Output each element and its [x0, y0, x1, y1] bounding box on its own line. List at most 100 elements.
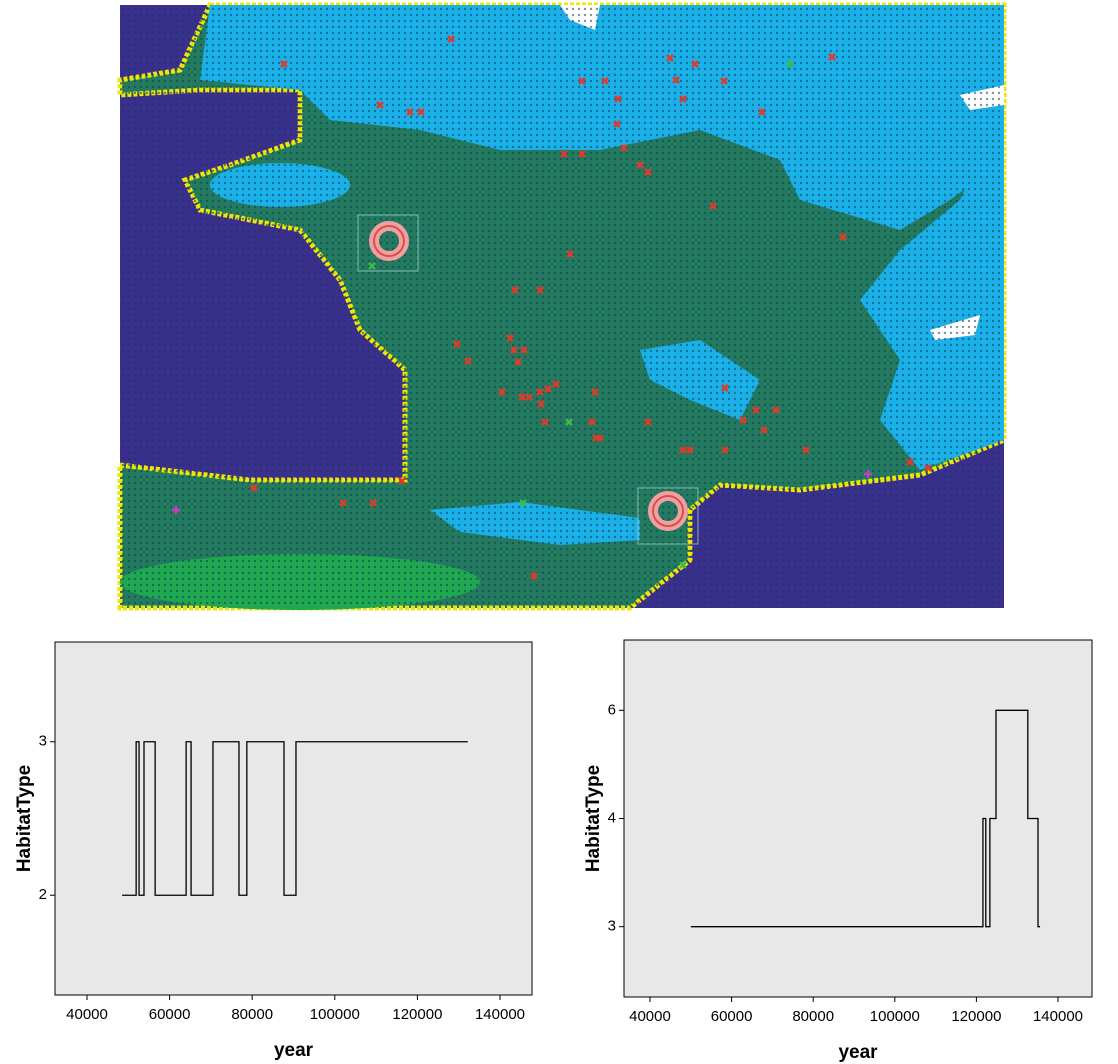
marker [565, 418, 573, 426]
marker [525, 393, 533, 401]
marker [906, 458, 914, 466]
marker [578, 77, 586, 85]
marker [544, 385, 552, 393]
marker [786, 60, 794, 68]
site-frame [637, 487, 699, 545]
marker [644, 168, 652, 176]
x-tick-label: 100000 [870, 1008, 920, 1025]
y-tick-label: 3 [39, 733, 47, 750]
marker [601, 77, 609, 85]
marker [636, 161, 644, 169]
marker [720, 77, 728, 85]
marker [672, 76, 680, 84]
x-axis-title: year [838, 1042, 878, 1063]
x-axis-title: year [274, 1040, 314, 1061]
marker [588, 418, 596, 426]
marker [828, 53, 836, 61]
plot-area [54, 641, 533, 996]
site-ring-edge [652, 495, 684, 527]
y-tick-label: 6 [608, 701, 616, 718]
y-axis-title: HabitatType [14, 765, 35, 872]
marker [644, 418, 652, 426]
marker [709, 202, 717, 210]
marker [339, 499, 347, 507]
marker [518, 393, 526, 401]
marker [839, 233, 847, 241]
marker [536, 388, 544, 396]
markers [172, 35, 932, 580]
x-tick-label: 100000 [310, 1006, 360, 1023]
map [117, 2, 1007, 611]
marker [596, 434, 604, 442]
site-frame [357, 214, 419, 272]
marker [250, 484, 258, 492]
marker [613, 120, 621, 128]
marker [566, 250, 574, 258]
x-tick-label: 40000 [629, 1008, 671, 1025]
marker [802, 446, 810, 454]
marker [514, 358, 522, 366]
marker [721, 446, 729, 454]
marker [924, 464, 932, 472]
marker [739, 416, 747, 424]
y-tick-label: 3 [608, 918, 616, 935]
marker [537, 400, 545, 408]
step-line [122, 741, 468, 896]
marker [506, 334, 514, 342]
marker [447, 35, 455, 43]
marker [406, 108, 414, 116]
marker [530, 572, 538, 580]
marker [464, 357, 472, 365]
marker [591, 388, 599, 396]
marker [368, 262, 376, 270]
marker [578, 150, 586, 158]
marker [772, 406, 780, 414]
x-tick-label: 60000 [711, 1008, 753, 1025]
x-tick-label: 140000 [475, 1006, 525, 1023]
marker [620, 144, 628, 152]
x-tick-label: 80000 [231, 1006, 273, 1023]
marker [679, 561, 687, 569]
marker [666, 54, 674, 62]
y-tick-label: 4 [608, 809, 616, 826]
marker [864, 470, 872, 478]
marker [679, 446, 687, 454]
marker [536, 286, 544, 294]
marker [691, 60, 699, 68]
marker [679, 95, 687, 103]
marker [172, 506, 180, 514]
marker [752, 406, 760, 414]
marker [560, 150, 568, 158]
marker [614, 95, 622, 103]
chart: 40000 60000 80000 100000 120000 140000 3 4 6 year… [583, 639, 1093, 1063]
site-ring-edge [373, 225, 405, 257]
marker [369, 499, 377, 507]
marker [520, 346, 528, 354]
marker [541, 418, 549, 426]
marker [510, 346, 518, 354]
x-tick-label: 40000 [66, 1006, 108, 1023]
marker [280, 60, 288, 68]
y-axis-title: HabitatType [583, 765, 604, 872]
x-tick-label: 120000 [392, 1006, 442, 1023]
marker [519, 499, 527, 507]
marker [686, 446, 694, 454]
marker [721, 384, 729, 392]
y-tick-label: 2 [39, 886, 47, 903]
marker [511, 286, 519, 294]
x-tick-label: 140000 [1033, 1008, 1083, 1025]
marker [453, 340, 461, 348]
x-tick-label: 80000 [792, 1008, 834, 1025]
grid-dots [120, 5, 1004, 608]
marker [398, 477, 406, 485]
marker [417, 108, 425, 116]
chart: 40000 60000 80000 100000 120000 140000 2 3 year H… [14, 641, 533, 1061]
marker [758, 108, 766, 116]
x-tick-label: 60000 [149, 1006, 191, 1023]
marker [498, 388, 506, 396]
marker [552, 380, 560, 388]
plot-area [623, 639, 1093, 998]
x-tick-label: 120000 [951, 1008, 1001, 1025]
